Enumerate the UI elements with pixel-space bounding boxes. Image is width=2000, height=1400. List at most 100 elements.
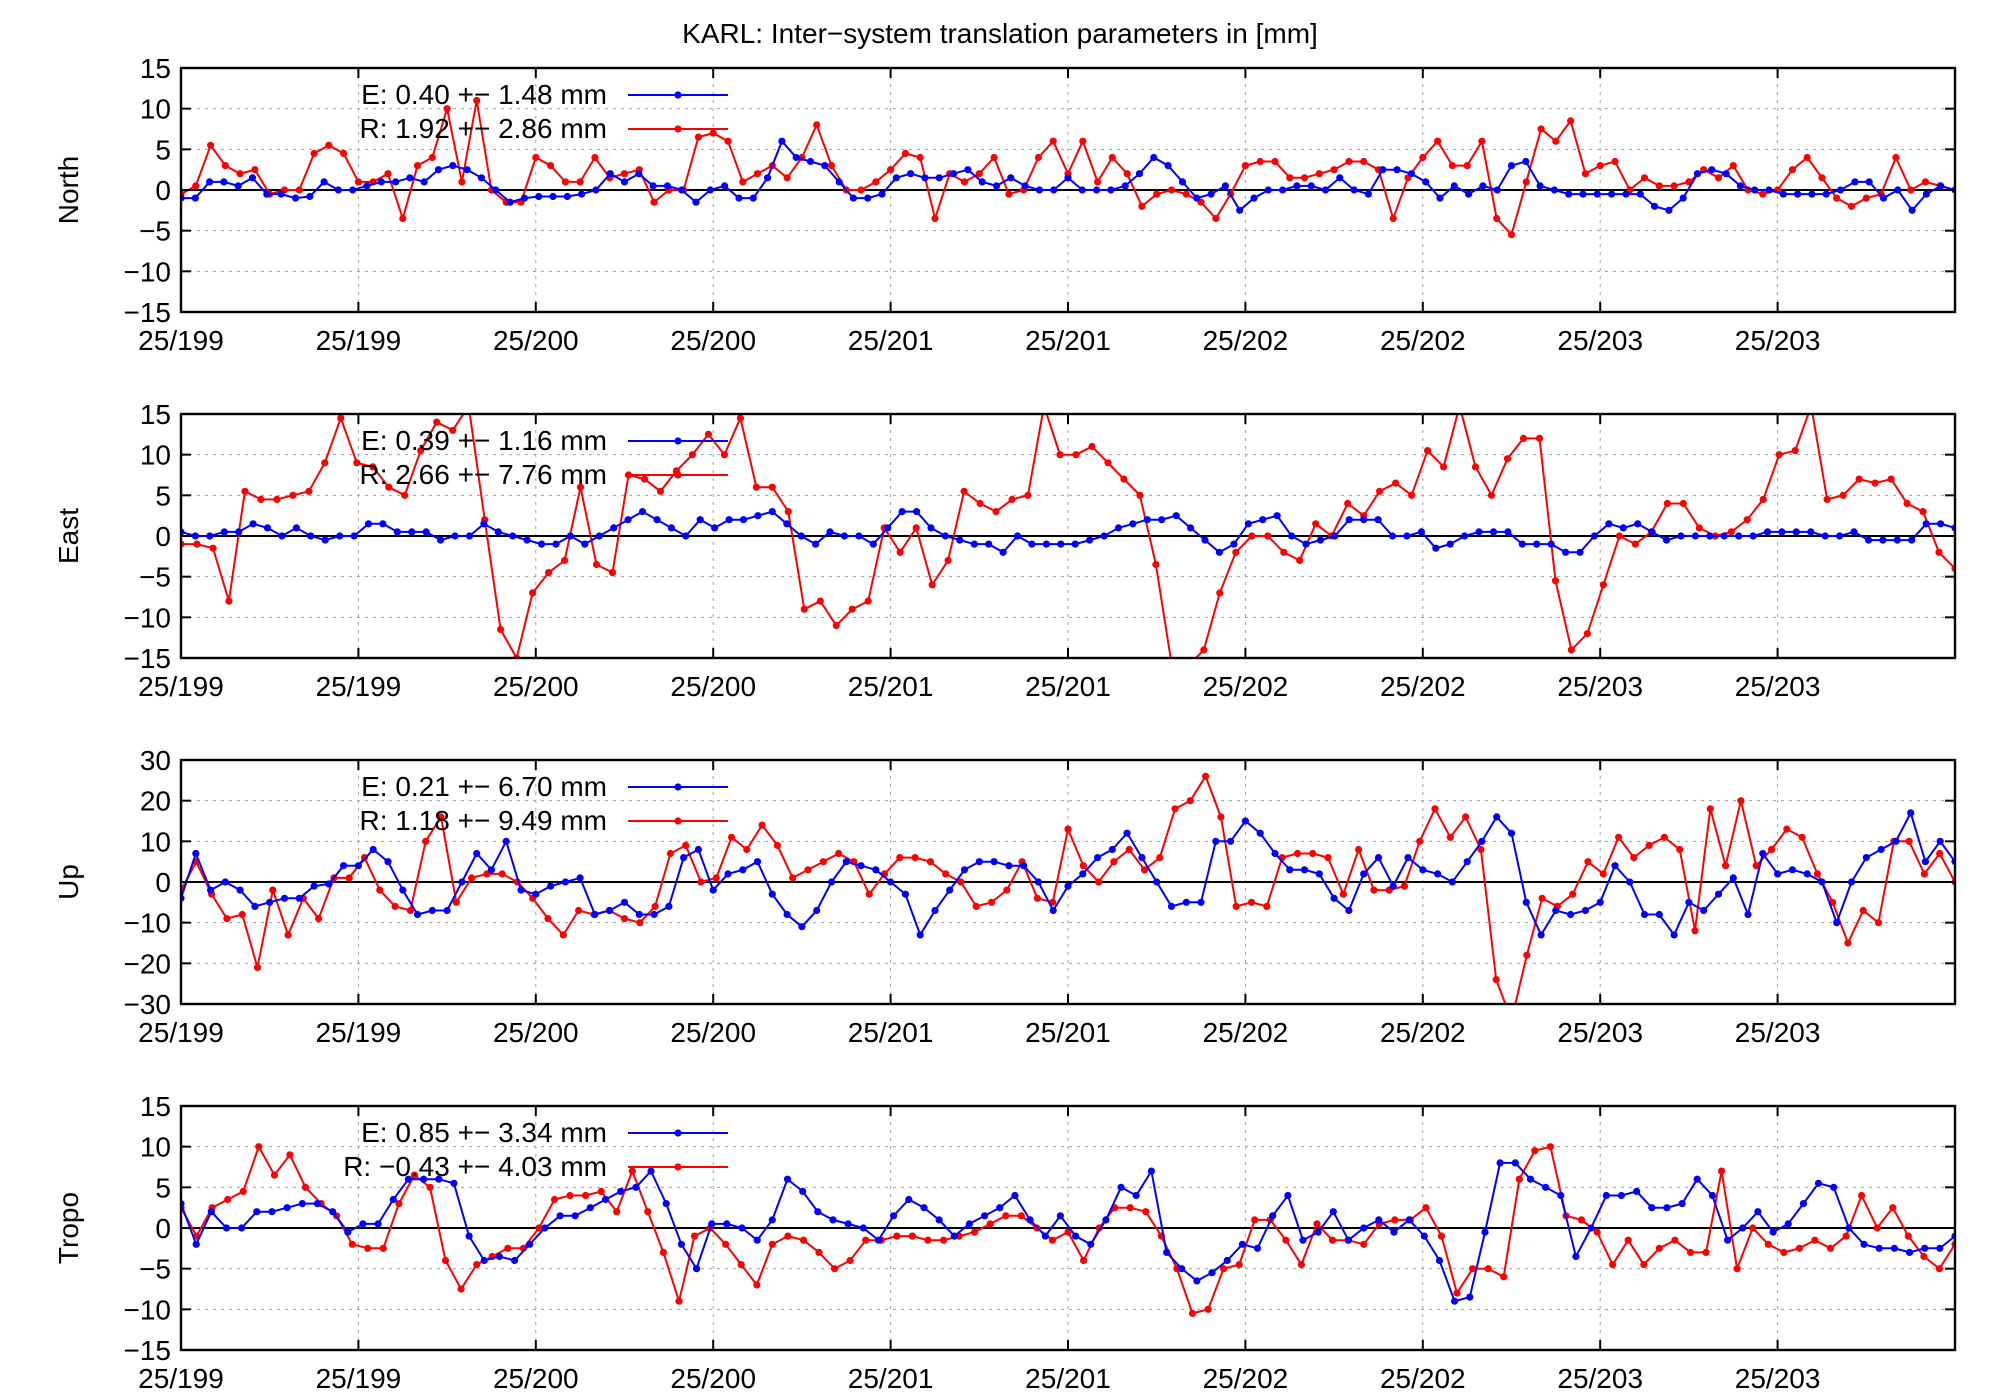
- data-point-e: [749, 194, 757, 202]
- y-tick-label: 5: [155, 480, 171, 511]
- data-point-r: [768, 483, 776, 491]
- data-point-e: [725, 516, 733, 524]
- data-point-e: [1158, 516, 1166, 524]
- data-point-e: [778, 137, 786, 145]
- data-point-r: [1167, 186, 1176, 194]
- data-point-r: [1599, 581, 1607, 589]
- data-point-e: [624, 516, 632, 524]
- data-point-r: [1733, 1265, 1741, 1273]
- data-point-e: [1344, 1236, 1353, 1244]
- data-point-e: [829, 1216, 837, 1224]
- data-point-e: [404, 1175, 412, 1183]
- data-point-r: [325, 141, 333, 149]
- data-point-r: [1671, 1236, 1679, 1244]
- data-point-r: [273, 495, 281, 503]
- data-point-r: [1892, 153, 1900, 162]
- data-point-r: [1202, 772, 1210, 780]
- data-point-r: [1569, 890, 1577, 898]
- data-point-r: [1300, 174, 1309, 182]
- data-point-r: [1282, 1236, 1290, 1244]
- x-tick-label: 25/201: [848, 671, 934, 702]
- data-point-r: [857, 186, 865, 194]
- data-point-r: [1312, 520, 1320, 528]
- data-point-e: [692, 198, 700, 206]
- data-point-r: [1120, 475, 1128, 483]
- data-point-r: [1095, 878, 1103, 886]
- data-point-e: [310, 882, 318, 890]
- data-point-e: [1288, 532, 1296, 540]
- data-point-r: [1655, 1244, 1663, 1252]
- data-point-e: [571, 1212, 579, 1220]
- data-point-r: [722, 1240, 730, 1248]
- x-tick-label: 25/200: [493, 1017, 579, 1048]
- data-point-r: [1168, 663, 1175, 670]
- data-point-e: [617, 1187, 625, 1195]
- y-tick-label: −15: [124, 1335, 172, 1366]
- data-point-r: [768, 1240, 776, 1248]
- data-point-e: [1172, 512, 1180, 520]
- data-point-e: [835, 178, 843, 186]
- data-point-e: [1315, 870, 1323, 878]
- data-point-e: [1626, 878, 1634, 886]
- data-point-e: [1434, 870, 1442, 878]
- data-point-r: [1376, 487, 1384, 495]
- data-point-e: [1193, 1277, 1201, 1285]
- data-point-r: [1655, 182, 1663, 190]
- data-point-e: [592, 186, 600, 194]
- data-point-r: [1235, 1261, 1243, 1269]
- data-point-e: [1567, 910, 1575, 919]
- data-point-r: [1297, 1261, 1305, 1269]
- data-point-e: [677, 1240, 686, 1248]
- data-point-r: [644, 1208, 652, 1216]
- data-point-e: [576, 874, 584, 882]
- data-point-r: [1507, 231, 1516, 239]
- data-point-e: [872, 866, 880, 874]
- data-point-r: [301, 1183, 310, 1191]
- panel-up-xticks: 25/199 25/199 25/200 25/200 25/201 25/201 25/2…: [138, 760, 1820, 1048]
- data-point-e: [1893, 536, 1901, 544]
- data-point-r: [1296, 556, 1304, 565]
- data-point-r: [1596, 162, 1604, 170]
- data-point-e: [434, 166, 443, 174]
- data-point-e: [1779, 190, 1787, 198]
- data-point-e: [869, 540, 877, 548]
- data-point-e: [1094, 854, 1102, 862]
- data-point-r: [1818, 174, 1826, 182]
- data-point-r: [1152, 560, 1160, 569]
- data-point-e: [738, 1224, 746, 1232]
- data-point-r: [1907, 186, 1915, 194]
- data-point-r: [395, 1200, 403, 1208]
- data-point-e: [1057, 540, 1065, 548]
- data-point-r: [1248, 532, 1256, 540]
- data-point-e: [1670, 931, 1678, 939]
- panel-up-series-r: [181, 772, 1955, 1004]
- data-point-r: [1392, 479, 1400, 487]
- data-point-r: [640, 475, 649, 483]
- data-point-e: [578, 190, 586, 198]
- data-point-r: [728, 833, 736, 841]
- data-point-e: [1244, 520, 1252, 528]
- y-tick-label: −30: [124, 989, 172, 1020]
- data-point-r: [321, 459, 329, 467]
- data-point-r: [1764, 1240, 1772, 1248]
- data-point-e: [1407, 170, 1415, 178]
- data-point-e: [561, 878, 570, 886]
- data-point-e: [1736, 182, 1744, 190]
- data-point-e: [1087, 1240, 1095, 1248]
- data-point-r: [1110, 858, 1118, 866]
- data-point-e: [1550, 186, 1558, 194]
- data-point-r: [1862, 194, 1870, 202]
- data-point-e: [363, 182, 371, 190]
- data-point-e: [1605, 520, 1613, 528]
- data-point-r: [1660, 833, 1668, 841]
- data-point-r: [939, 1236, 948, 1244]
- data-point-r: [931, 214, 939, 223]
- data-point-e: [1522, 898, 1530, 906]
- data-point-r: [975, 170, 983, 178]
- data-point-r: [1535, 434, 1544, 442]
- data-point-e: [799, 1187, 807, 1195]
- data-point-r: [1903, 499, 1911, 508]
- data-point-e: [1256, 829, 1264, 837]
- data-point-e: [1403, 532, 1411, 540]
- data-point-r: [992, 508, 1000, 516]
